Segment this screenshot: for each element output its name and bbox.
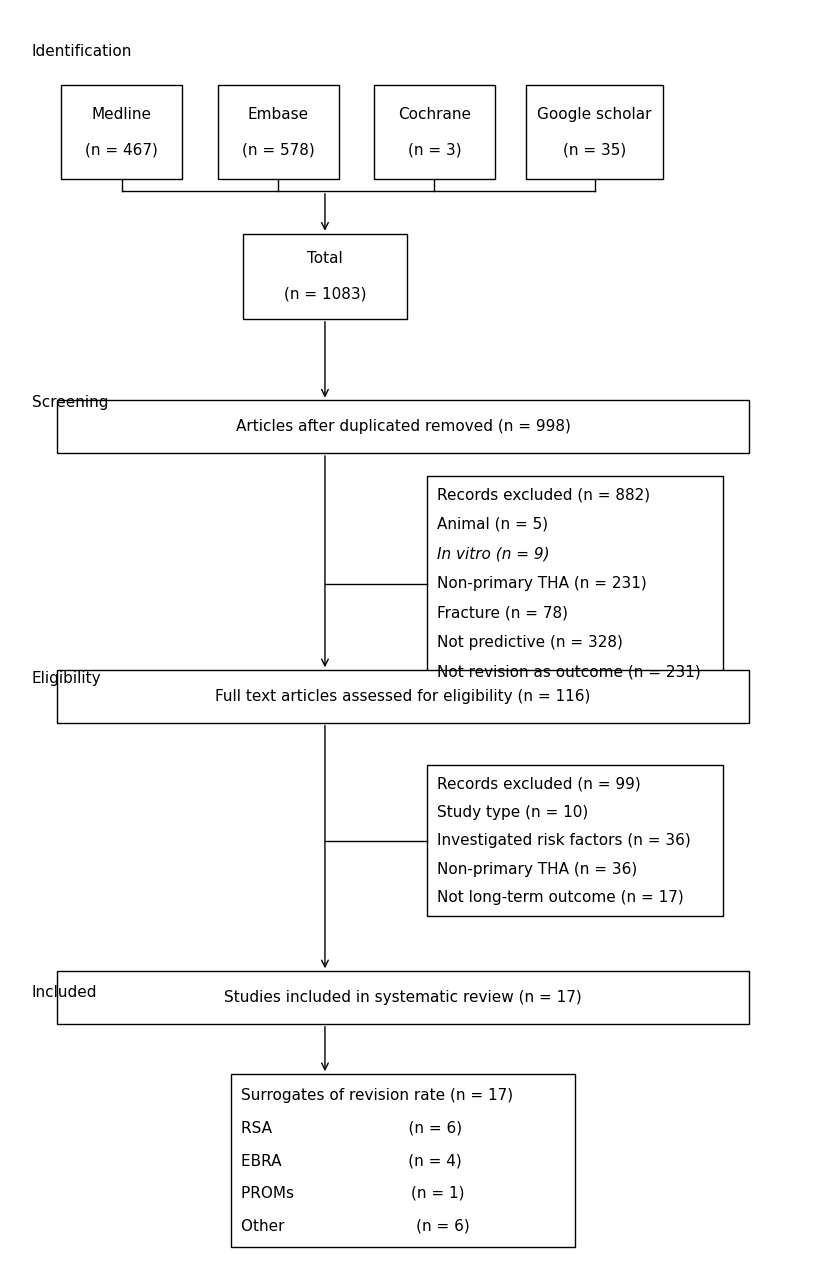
Text: (n = 3): (n = 3): [408, 142, 462, 157]
Text: Embase: Embase: [247, 108, 309, 122]
Text: Medline: Medline: [92, 108, 151, 122]
Text: Study type (n = 10): Study type (n = 10): [436, 805, 588, 819]
Bar: [526, 84, 663, 179]
Text: Screening: Screening: [32, 396, 108, 411]
Bar: [427, 765, 724, 916]
Bar: [217, 84, 339, 179]
Text: Total: Total: [307, 251, 343, 266]
Text: Surrogates of revision rate (n = 17): Surrogates of revision rate (n = 17): [241, 1088, 514, 1103]
Text: (n = 467): (n = 467): [85, 142, 158, 157]
Bar: [57, 401, 749, 453]
Text: Records excluded (n = 882): Records excluded (n = 882): [436, 488, 650, 502]
Text: Cochrane: Cochrane: [398, 108, 470, 122]
Text: Included: Included: [32, 986, 98, 1000]
Bar: [374, 84, 495, 179]
Text: Google scholar: Google scholar: [537, 108, 652, 122]
Text: PROMs                        (n = 1): PROMs (n = 1): [241, 1185, 465, 1201]
Text: Not predictive (n = 328): Not predictive (n = 328): [436, 635, 623, 650]
Text: Fracture (n = 78): Fracture (n = 78): [436, 605, 567, 621]
Text: (n = 35): (n = 35): [563, 142, 626, 157]
Text: RSA                            (n = 6): RSA (n = 6): [241, 1120, 462, 1135]
Text: Identification: Identification: [32, 44, 133, 59]
Text: EBRA                          (n = 4): EBRA (n = 4): [241, 1153, 462, 1169]
Text: Investigated risk factors (n = 36): Investigated risk factors (n = 36): [436, 833, 690, 849]
Text: (n = 578): (n = 578): [242, 142, 314, 157]
Bar: [243, 233, 407, 319]
Text: (n = 1083): (n = 1083): [284, 287, 366, 301]
Bar: [231, 1074, 575, 1247]
Bar: [57, 972, 749, 1024]
Text: Animal (n = 5): Animal (n = 5): [436, 517, 548, 532]
Text: Eligibility: Eligibility: [32, 671, 102, 686]
Text: In vitro (n = 9): In vitro (n = 9): [436, 547, 549, 562]
Text: Studies included in systematic review (n = 17): Studies included in systematic review (n…: [224, 989, 582, 1005]
Bar: [427, 476, 724, 691]
Text: Articles after duplicated removed (n = 998): Articles after duplicated removed (n = 9…: [236, 420, 571, 434]
Text: Records excluded (n = 99): Records excluded (n = 99): [436, 777, 641, 791]
Text: Not long-term outcome (n = 17): Not long-term outcome (n = 17): [436, 890, 684, 905]
Text: Other                           (n = 6): Other (n = 6): [241, 1219, 470, 1234]
Bar: [61, 84, 182, 179]
Bar: [57, 671, 749, 723]
Text: Non-primary THA (n = 231): Non-primary THA (n = 231): [436, 576, 646, 591]
Text: Non-primary THA (n = 36): Non-primary THA (n = 36): [436, 861, 637, 877]
Text: Full text articles assessed for eligibility (n = 116): Full text articles assessed for eligibil…: [216, 689, 591, 704]
Text: Not revision as outcome (n = 231): Not revision as outcome (n = 231): [436, 664, 700, 680]
